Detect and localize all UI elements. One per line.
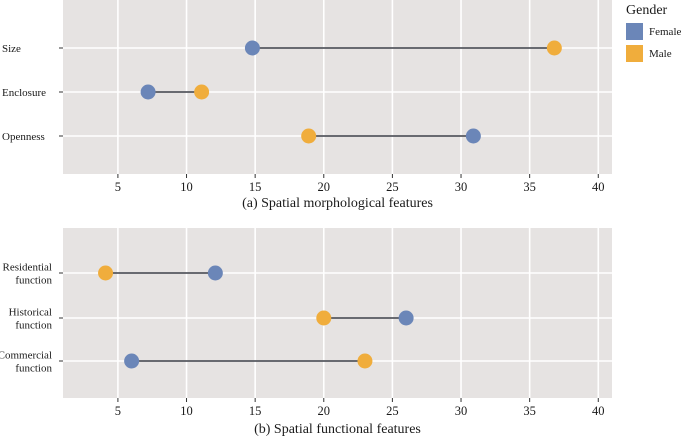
x-tick-label: 15 [249,404,262,418]
point-male [316,310,332,326]
y-tick-label: Residential [3,262,53,274]
x-tick-label: 30 [455,404,468,418]
panel-morphological: Size Enclosure Openness 5 10 15 20 25 30 35 40 (a… [2,0,612,211]
point-male [301,128,317,144]
point-male [546,40,562,56]
y-tick-label: Enclosure [2,87,46,99]
x-tick-label: 20 [318,180,331,194]
point-female [140,84,156,100]
x-tick-label: 10 [180,404,193,418]
point-female [465,128,481,144]
x-axis: 5 10 15 20 25 30 35 40 [115,174,605,194]
legend: Gender Female Male [626,3,681,62]
legend-label-female: Female [649,26,681,38]
panel-background [63,0,612,174]
panel-background [63,228,612,398]
y-tick-label: function [15,363,52,375]
y-tick-label: Size [2,43,21,55]
point-male [98,265,114,281]
point-female [207,265,223,281]
y-tick-label: Historical [9,307,52,319]
point-male [357,353,373,369]
x-tick-label: 15 [249,180,262,194]
x-axis: 5 10 15 20 25 30 35 40 [115,398,605,418]
y-axis: ResidentialfunctionHistoricalfunctionCom… [0,262,63,375]
point-female [244,40,260,56]
y-tick-label: function [15,320,52,332]
dumbbell-marks [140,40,562,144]
x-tick-label: 10 [180,180,193,194]
legend-title: Gender [626,3,668,18]
x-tick-label: 5 [115,180,121,194]
y-tick-label: Openness [2,131,45,143]
x-tick-label: 20 [318,404,331,418]
x-tick-label: 30 [455,180,468,194]
x-tick-label: 5 [115,404,121,418]
panel-title: (a) Spatial morphological features [242,196,433,211]
point-female [398,310,414,326]
point-female [124,353,140,369]
legend-swatch-female [626,23,643,40]
y-tick-label: Commercial [0,350,52,362]
x-tick-label: 40 [592,180,605,194]
panel-title: (b) Spatial functional features [254,422,421,437]
x-tick-label: 25 [386,404,399,418]
x-tick-label: 40 [592,404,605,418]
point-male [194,84,210,100]
y-tick-label: function [15,275,52,287]
x-tick-label: 25 [386,180,399,194]
x-tick-label: 35 [523,180,536,194]
legend-label-male: Male [649,48,672,60]
y-axis: Size Enclosure Openness [2,43,63,143]
legend-swatch-male [626,45,643,62]
x-tick-label: 35 [523,404,536,418]
panel-functional: ResidentialfunctionHistoricalfunctionCom… [0,228,612,437]
dumbbell-marks [98,265,414,369]
